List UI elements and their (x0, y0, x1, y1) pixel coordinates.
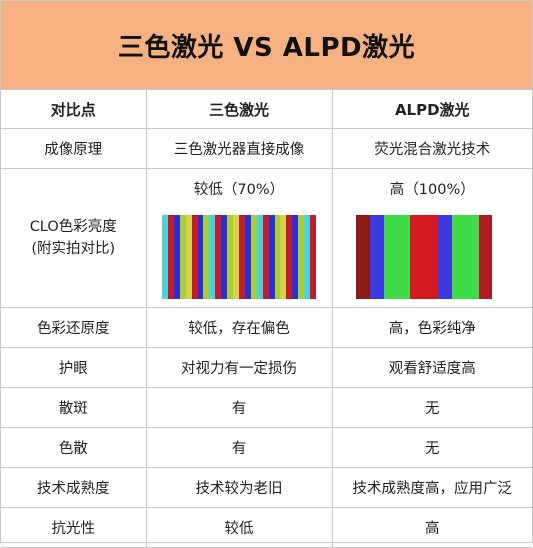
row-label: 技术成熟度 (1, 467, 147, 508)
table-row: 色散 有 无 (1, 427, 532, 468)
stripe-band (162, 215, 168, 299)
stripe-band (452, 215, 466, 299)
cell-three-color: 有 (145, 427, 333, 468)
brightness-value: 高（100%） (389, 181, 475, 198)
header-col-point: 对比点 (1, 90, 147, 129)
header-col-alpd: ALPD激光 (331, 90, 532, 129)
title-bar: 三色激光 VS ALPD激光 (1, 1, 532, 90)
row-label: CLO色彩亮度 (附实拍对比) (1, 168, 147, 308)
row-label: 成像原理 (1, 128, 147, 169)
table-row: 技术成熟度 技术较为老旧 技术成熟度高，应用广泛 (1, 467, 532, 508)
cell-three-color: 较低（70%） (145, 168, 333, 308)
cell-alpd: 技术成熟度高，应用广泛 (331, 467, 532, 508)
stripe-band (215, 215, 222, 299)
stripe-band (191, 215, 198, 299)
cell-alpd: 荧光混合激光技术 (331, 128, 532, 169)
stripe-band (410, 215, 425, 299)
cell-three-color: 三色激光器直接成像 (145, 128, 333, 169)
cell-alpd: 高，色彩纯净 (331, 307, 532, 348)
cell-three-color: 较低 (145, 507, 333, 548)
stripe-band (438, 215, 453, 299)
stripe-band (256, 215, 263, 299)
cell-alpd: 高（100%） (331, 168, 533, 308)
stripe-band (479, 215, 493, 299)
cell-alpd: 无 (331, 387, 532, 428)
stripe-band (179, 215, 186, 299)
cell-alpd: 观看舒适度高 (331, 347, 532, 388)
stripe-band (173, 215, 180, 299)
cell-alpd: 高 (331, 507, 532, 548)
stripe-band (197, 215, 204, 299)
row-label: 散斑 (1, 387, 147, 428)
stripe-band (286, 215, 293, 299)
stripe-band (465, 215, 480, 299)
stripe-band (310, 215, 316, 299)
stripe-band (244, 215, 251, 299)
stripe-band (397, 215, 411, 299)
row-label: 抗光性 (1, 507, 147, 548)
stripe-band (292, 215, 299, 299)
cell-three-color: 有 (145, 387, 333, 428)
three-color-stripe-photo (162, 215, 316, 299)
table-row: 散斑 有 无 (1, 387, 532, 428)
stripe-band (209, 215, 216, 299)
stripe-band (167, 215, 174, 299)
alpd-stripe-photo (356, 215, 508, 299)
table-row: 护眼 对视力有一定损伤 观看舒适度高 (1, 347, 532, 388)
brightness-value: 较低（70%） (193, 181, 285, 198)
stripe-band (203, 215, 210, 299)
stripe-band (280, 215, 287, 299)
cell-three-color: 较低，存在偏色 (145, 307, 333, 348)
cell-alpd: 无 (331, 427, 532, 468)
stripe-band (185, 215, 192, 299)
cell-three-color: 技术较为老旧 (145, 467, 333, 508)
stripe-band (233, 215, 239, 299)
stripe-band (356, 215, 371, 299)
row-label: 护眼 (1, 347, 147, 388)
stripe-band (424, 215, 439, 299)
table-row-brightness: CLO色彩亮度 (附实拍对比) 较低（70%） 高（100%） (1, 168, 533, 308)
photo-cell (147, 207, 332, 307)
row-label-text: CLO色彩亮度 (附实拍对比) (29, 219, 117, 257)
stripe-band (304, 215, 311, 299)
table-row: 色彩还原度 较低，存在偏色 高，色彩纯净 (1, 307, 532, 348)
cell-three-color: 对视力有一定损伤 (145, 347, 333, 388)
row-label: 色散 (1, 427, 147, 468)
table-row: 成像原理 三色激光器直接成像 荧光混合激光技术 (1, 128, 532, 169)
table-header-row: 对比点 三色激光 ALPD激光 (1, 90, 532, 129)
header-col-three-color: 三色激光 (145, 90, 333, 129)
stripe-band (298, 215, 305, 299)
stripe-band (274, 215, 281, 299)
stripe-band (370, 215, 385, 299)
photo-cell (333, 207, 533, 307)
page-title: 三色激光 VS ALPD激光 (117, 32, 416, 63)
stripe-band (221, 215, 228, 299)
comparison-table: 对比点 三色激光 ALPD激光 成像原理 三色激光器直接成像 荧光混合激光技术 … (1, 90, 532, 548)
stripe-band (262, 215, 269, 299)
table-row: 抗光性 较低 高 (1, 507, 532, 548)
stripe-band (250, 215, 257, 299)
stripe-band (384, 215, 398, 299)
stripe-band (238, 215, 245, 299)
stripe-band (227, 215, 234, 299)
stripe-band (268, 215, 275, 299)
row-label: 色彩还原度 (1, 307, 147, 348)
